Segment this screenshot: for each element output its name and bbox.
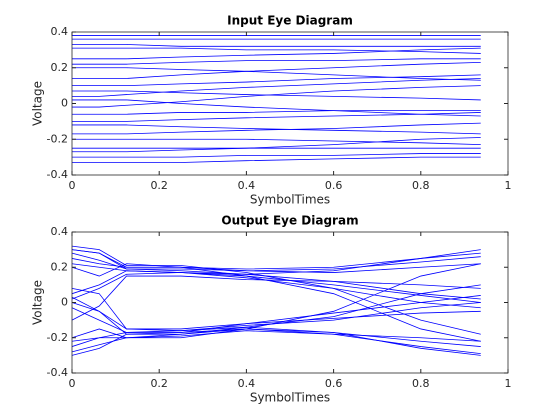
eye-trace: [72, 137, 481, 153]
y-tick-label: -0.4: [47, 168, 68, 181]
eye-trace: [72, 61, 481, 79]
eye-trace: [71, 326, 481, 356]
y-tick-label: -0.2: [47, 331, 68, 344]
y-tick-label: 0: [61, 97, 68, 110]
x-tick-label: 0.6: [325, 179, 343, 192]
x-tick-label: 0.8: [412, 179, 430, 192]
x-tick-label: 0.4: [238, 179, 256, 192]
x-tick-label: 0.2: [150, 377, 168, 390]
eye-trace: [72, 153, 481, 158]
x-tick-label: 0.2: [150, 179, 168, 192]
y-axis-label: Voltage: [31, 81, 45, 126]
x-tick-label: 0: [69, 179, 76, 192]
eye-trace: [72, 112, 481, 122]
chart-title: Input Eye Diagram: [227, 14, 353, 28]
x-tick-label: 1: [505, 179, 512, 192]
eye-trace: [72, 110, 481, 115]
x-tick-label: 0.4: [238, 377, 256, 390]
x-axis-label: SymbolTimes: [250, 391, 330, 405]
y-tick-label: 0.4: [51, 225, 69, 238]
y-tick-label: -0.2: [47, 132, 68, 145]
eye-trace: [72, 47, 481, 60]
eye-trace: [72, 74, 481, 87]
eye-trace: [72, 78, 481, 97]
eye-trace: [71, 328, 481, 353]
x-tick-label: 0: [69, 377, 76, 390]
eye-trace: [71, 328, 481, 356]
eye-trace: [71, 270, 481, 303]
eye-trace: [72, 47, 481, 54]
eye-trace: [72, 138, 481, 146]
plot-area: [72, 232, 508, 373]
y-axis-label: Voltage: [31, 280, 45, 325]
y-tick-label: 0.2: [51, 61, 69, 74]
eye-trace: [72, 85, 481, 108]
eye-trace: [71, 272, 481, 309]
y-tick-label: -0.4: [47, 366, 68, 379]
eye-trace: [71, 295, 481, 333]
eye-trace: [72, 58, 481, 65]
eye-trace: [71, 263, 481, 342]
eye-trace: [72, 124, 481, 135]
chart-title: Output Eye Diagram: [221, 214, 358, 228]
eye-trace: [72, 99, 481, 117]
y-tick-label: 0.2: [51, 260, 69, 273]
x-tick-label: 0.8: [412, 377, 430, 390]
eye-trace: [71, 252, 481, 272]
eye-trace: [72, 90, 481, 101]
x-tick-label: 1: [505, 377, 512, 390]
eye-trace: [71, 245, 481, 335]
y-tick-label: 0: [61, 296, 68, 309]
eye-trace: [72, 122, 481, 135]
eye-trace: [71, 249, 481, 275]
eye-trace: [71, 275, 481, 321]
y-tick-label: 0.4: [51, 25, 69, 38]
x-tick-label: 0.6: [325, 377, 343, 390]
eye-trace: [71, 249, 481, 300]
x-axis-label: SymbolTimes: [250, 193, 330, 207]
eye-trace: [72, 44, 481, 47]
eye-trace: [71, 288, 481, 330]
eye-trace: [72, 67, 481, 81]
eye-trace: [71, 263, 481, 339]
eye-trace: [72, 156, 481, 163]
